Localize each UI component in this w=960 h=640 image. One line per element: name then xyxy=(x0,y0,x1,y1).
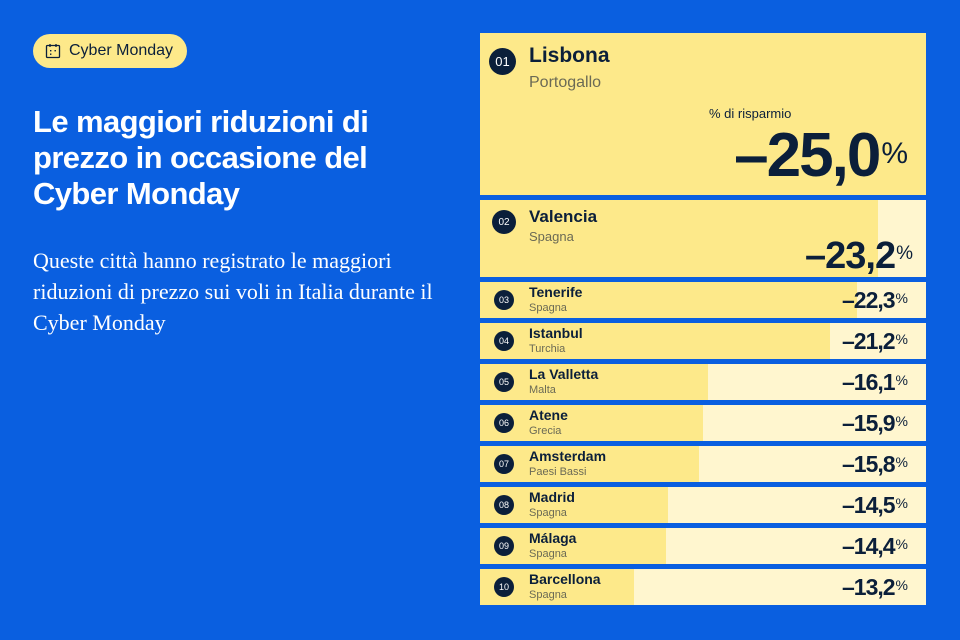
rank-badge: 01 xyxy=(489,48,516,75)
savings-value: –13,2% xyxy=(841,574,908,600)
rank-badge: 03 xyxy=(494,290,514,310)
city-name: Istanbul xyxy=(529,325,583,341)
savings-value: –21,2% xyxy=(841,328,908,354)
savings-value: –14,4% xyxy=(841,533,908,559)
rank-badge: 05 xyxy=(494,372,514,392)
cyber-monday-badge: Cyber Monday xyxy=(33,34,188,68)
savings-bar xyxy=(480,200,878,277)
city-name: Valencia xyxy=(529,207,598,226)
rank-badge: 06 xyxy=(494,413,514,433)
ranking-row: 05 La Valletta Malta –16,1% xyxy=(480,364,926,400)
savings-value: –22,3% xyxy=(841,287,908,313)
city-name: Madrid xyxy=(529,489,575,505)
country-name: Spagna xyxy=(529,302,567,314)
page-subtitle: Queste città hanno registrato le maggior… xyxy=(33,248,433,335)
savings-value: –14,5% xyxy=(841,492,908,518)
savings-value: –15,8% xyxy=(841,451,908,477)
savings-bar xyxy=(480,323,830,359)
country-name: Spagna xyxy=(529,507,567,519)
rank-badge: 09 xyxy=(494,536,514,556)
ranking-row: 07 Amsterdam Paesi Bassi –15,8% xyxy=(480,446,926,482)
savings-bar xyxy=(480,364,708,400)
savings-bar xyxy=(480,446,699,482)
ranking-row: 04 Istanbul Turchia –21,2% xyxy=(480,323,926,359)
ranking-row: 02 Valencia Spagna –23,2% xyxy=(480,200,926,277)
savings-bar xyxy=(480,33,926,195)
ranking-row: 03 Tenerife Spagna –22,3% xyxy=(480,282,926,318)
country-name: Portogallo xyxy=(529,74,602,91)
country-name: Spagna xyxy=(529,229,574,244)
rank-badge: 07 xyxy=(494,454,514,474)
country-name: Malta xyxy=(529,384,556,396)
ranking-row: 08 Madrid Spagna –14,5% xyxy=(480,487,926,523)
country-name: Spagna xyxy=(529,589,567,601)
savings-value: –25,0% xyxy=(734,121,908,190)
savings-bar xyxy=(480,405,703,441)
city-name: Amsterdam xyxy=(529,448,607,464)
city-name: Atene xyxy=(529,407,568,423)
country-name: Paesi Bassi xyxy=(529,466,587,478)
ranking-row: 01 Lisbona Portogallo % di risparmio –25… xyxy=(480,33,926,195)
savings-value: –15,9% xyxy=(841,410,908,436)
city-name: Barcellona xyxy=(529,571,601,587)
country-name: Grecia xyxy=(529,425,562,437)
rank-badge: 08 xyxy=(494,495,514,515)
calendar-icon xyxy=(45,43,61,59)
ranking-row: 09 Málaga Spagna –14,4% xyxy=(480,528,926,564)
city-name: Lisbona xyxy=(529,44,610,67)
savings-value: –16,1% xyxy=(841,369,908,395)
badge-label: Cyber Monday xyxy=(69,42,174,59)
rank-badge: 02 xyxy=(492,210,516,234)
city-name: La Valletta xyxy=(529,366,599,382)
ranking-row: 06 Atene Grecia –15,9% xyxy=(480,405,926,441)
city-name: Málaga xyxy=(529,530,577,546)
savings-value: –23,2% xyxy=(805,235,913,277)
country-name: Turchia xyxy=(529,343,566,355)
rank-badge: 04 xyxy=(494,331,514,351)
savings-label: % di risparmio xyxy=(709,106,792,121)
rank-badge: 10 xyxy=(494,577,514,597)
ranking-chart: 01 Lisbona Portogallo % di risparmio –25… xyxy=(480,33,926,610)
city-name: Tenerife xyxy=(529,284,583,300)
savings-bar xyxy=(480,282,857,318)
country-name: Spagna xyxy=(529,548,567,560)
page-title: Le maggiori riduzioni di prezzo in occas… xyxy=(33,104,369,211)
ranking-row: 10 Barcellona Spagna –13,2% xyxy=(480,569,926,605)
